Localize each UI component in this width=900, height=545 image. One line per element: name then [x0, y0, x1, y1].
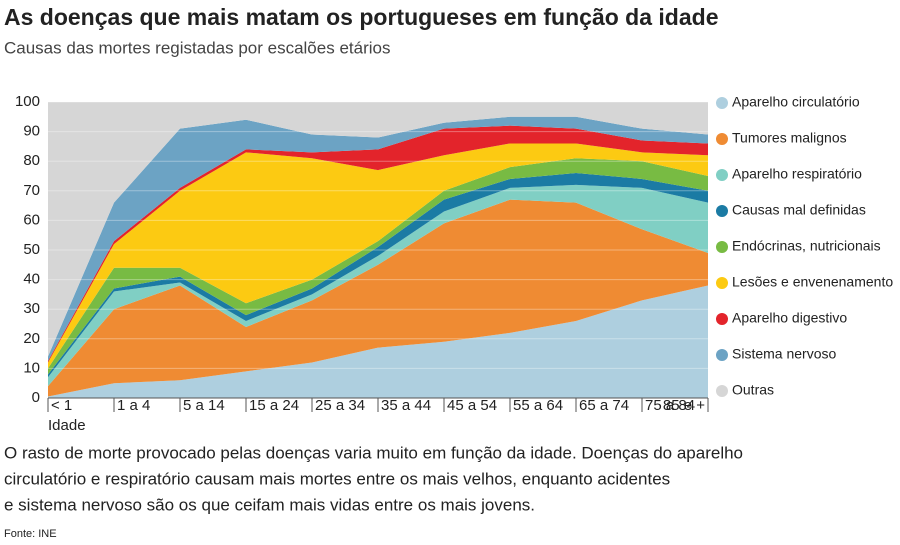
area	[48, 125, 708, 363]
legend-swatch	[716, 97, 728, 109]
y-tick-label: 20	[23, 330, 40, 347]
legend-label: Sistema nervoso	[732, 346, 836, 362]
area	[48, 102, 708, 357]
legend-swatch	[716, 205, 728, 217]
x-tick-label: 65 a 74	[579, 397, 629, 414]
x-tick-label: < 1	[51, 397, 72, 414]
y-tick-label: 10	[23, 359, 40, 376]
source: Fonte: INE	[4, 528, 57, 540]
legend-label: Lesões e envenenamento	[732, 274, 893, 290]
legend-swatch	[716, 313, 728, 325]
y-tick-label: 100	[15, 93, 40, 110]
x-tick-label: 1 a 4	[117, 397, 150, 414]
legend-label: Causas mal definidas	[732, 202, 866, 218]
x-axis-label: Idade	[48, 417, 86, 434]
x-tick-label: 75 a 84	[645, 397, 695, 414]
chart-title: As doenças que mais matam os portugueses…	[4, 4, 718, 30]
legend-label: Aparelho respiratório	[732, 166, 862, 182]
x-tick-label: 25 a 34	[315, 397, 365, 414]
legend-label: Tumores malignos	[732, 130, 847, 146]
legend-swatch	[716, 349, 728, 361]
legend-swatch	[716, 169, 728, 181]
area	[48, 285, 708, 398]
x-tick-label: 15 a 24	[249, 397, 299, 414]
x-tick-label: 55 a 64	[513, 397, 563, 414]
legend-swatch	[716, 133, 728, 145]
description-line: circulatório e respiratório causam mais …	[4, 469, 670, 488]
y-tick-label: 60	[23, 211, 40, 228]
legend-label: Aparelho circulatório	[732, 94, 860, 110]
legend-swatch	[716, 385, 728, 397]
y-tick-label: 70	[23, 182, 40, 199]
area	[48, 184, 708, 387]
legend-swatch	[716, 277, 728, 289]
x-tick-label: 45 a 54	[447, 397, 497, 414]
y-tick-label: 90	[23, 123, 40, 140]
description-line: e sistema nervoso são os que ceifam mais…	[4, 495, 535, 514]
y-tick-label: 50	[23, 241, 40, 258]
legend-label: Outras	[732, 382, 774, 398]
x-tick-label: 85 e +	[663, 397, 705, 414]
y-tick-label: 0	[32, 389, 40, 406]
legend-label: Aparelho digestivo	[732, 310, 847, 326]
chart-subtitle: Causas das mortes registadas por escalõe…	[4, 38, 390, 57]
y-tick-label: 80	[23, 152, 40, 169]
y-tick-label: 40	[23, 271, 40, 288]
x-tick-label: 5 a 14	[183, 397, 225, 414]
legend-label: Endócrinas, nutricionais	[732, 238, 881, 254]
y-tick-label: 30	[23, 300, 40, 317]
area	[48, 143, 708, 369]
area	[48, 199, 708, 397]
description-line: O rasto de morte provocado pelas doenças…	[4, 443, 743, 462]
x-tick-label: 35 a 44	[381, 397, 431, 414]
legend-swatch	[716, 241, 728, 253]
